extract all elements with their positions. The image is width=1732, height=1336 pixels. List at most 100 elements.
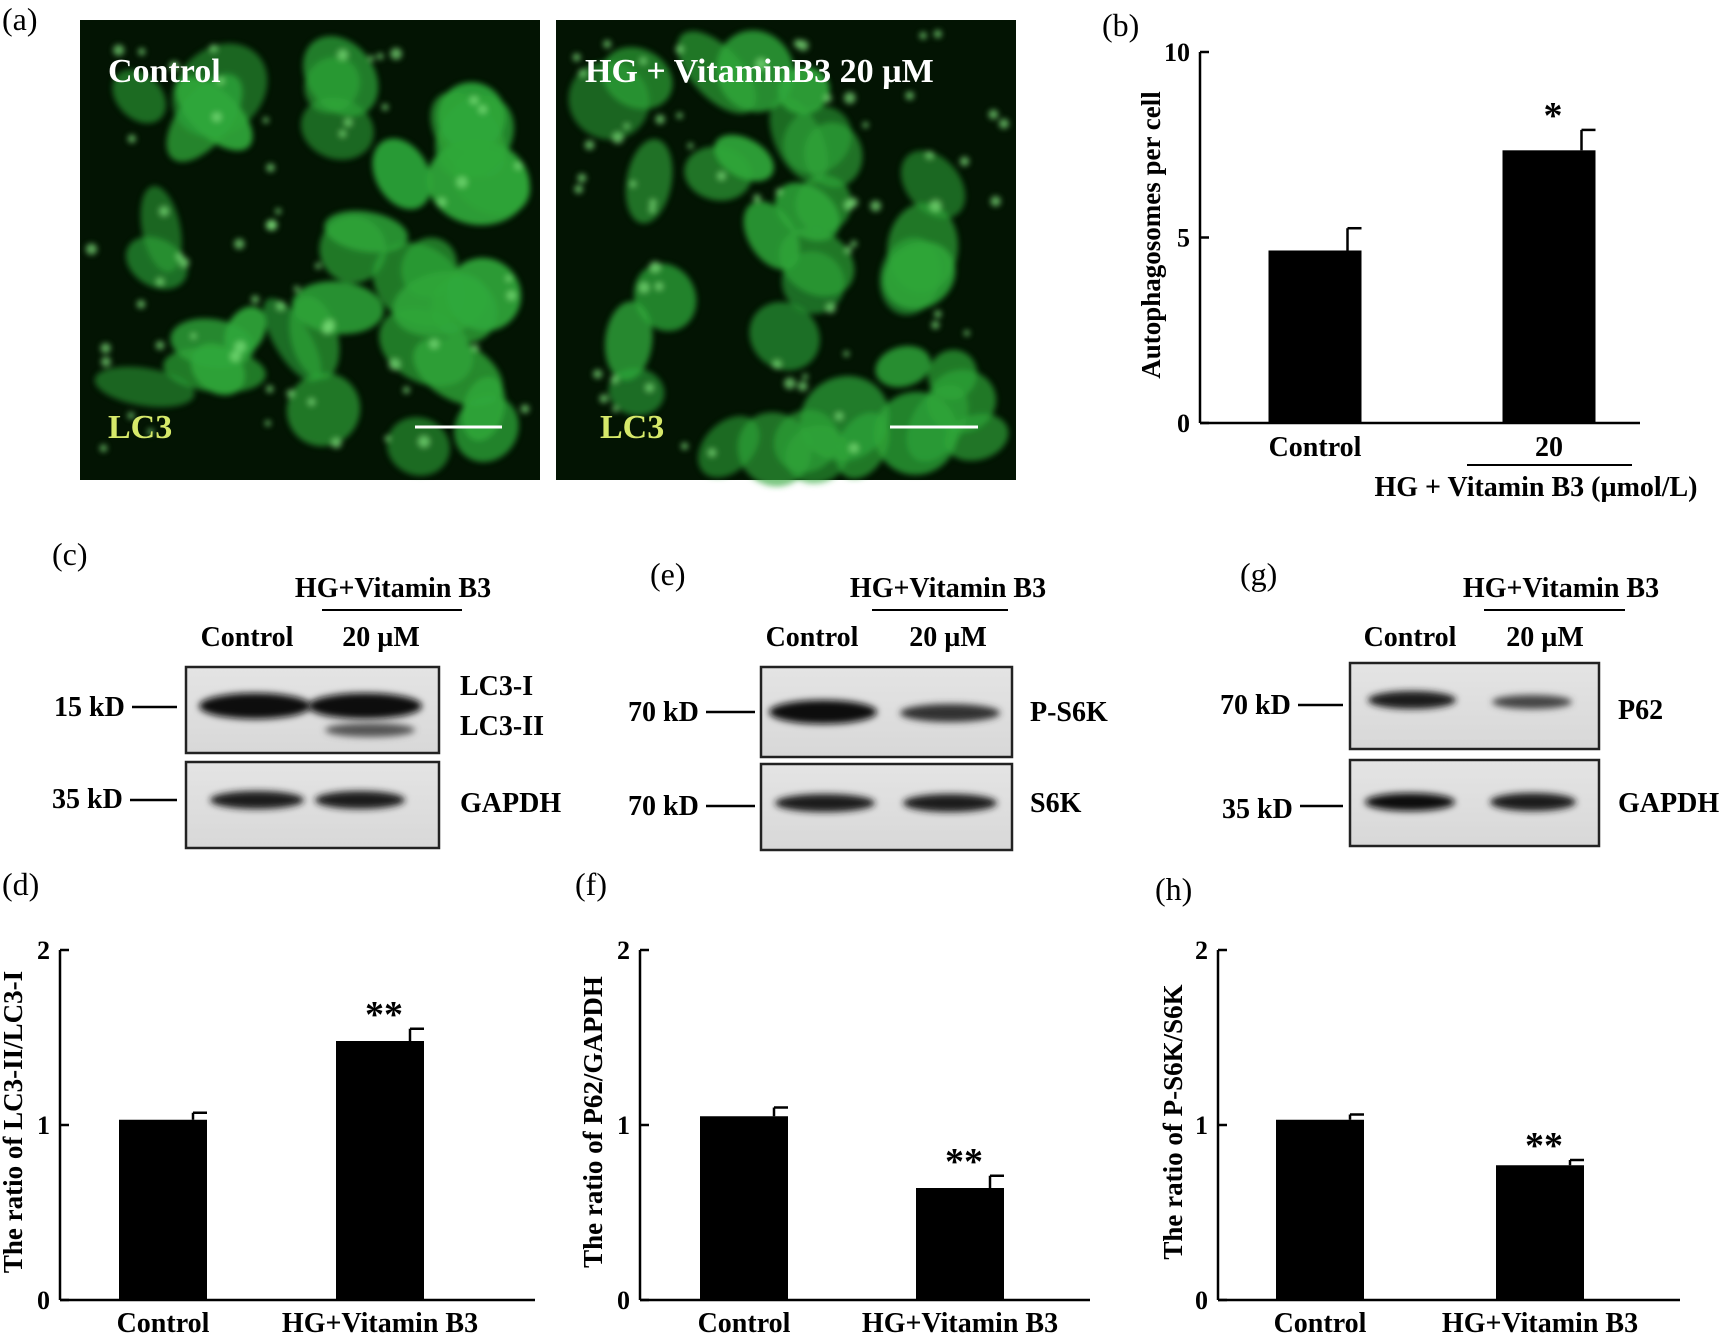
bar	[1276, 1119, 1364, 1300]
lc3-puncta	[680, 442, 689, 450]
bar	[1502, 150, 1596, 423]
western-blot-c: (c) HG+Vitamin B3 Control 20 µM 15 kD LC…	[52, 536, 561, 850]
lc3-puncta	[85, 243, 98, 255]
blot-e-marker-1: 70 kD	[628, 697, 699, 728]
cell	[413, 337, 503, 407]
chart-d-ylabel: The ratio of LC3-II/LC3-I	[0, 971, 28, 1273]
blot-g-band	[1492, 695, 1572, 709]
lc3-puncta	[155, 277, 165, 287]
cell	[172, 43, 268, 137]
lc3-puncta	[998, 118, 1009, 129]
cell	[94, 366, 195, 408]
cell	[625, 139, 673, 224]
lc3-puncta	[655, 114, 665, 125]
y-tick-label: 1	[37, 1111, 50, 1140]
cell	[677, 31, 757, 114]
lc3-puncta	[919, 31, 927, 40]
chart-h-yticks: 0 1 2	[1195, 936, 1227, 1315]
micrograph-treated-title: HG + VitaminB3 20 µM	[585, 53, 934, 90]
lc3-puncta	[929, 199, 942, 212]
lc3-puncta	[384, 435, 391, 442]
micrograph-treated: HG + VitaminB3 20 µM LC3	[556, 20, 1016, 487]
significance-marker: **	[945, 1141, 983, 1183]
western-blot-g: (g) HG+Vitamin B3 Control 20 µM 70 kD P6…	[1220, 556, 1719, 848]
lc3-puncta	[584, 140, 595, 150]
panel-label-h: (h)	[1155, 871, 1192, 907]
cell	[882, 241, 956, 310]
blot-g-group-label: HG+Vitamin B3	[1463, 573, 1659, 604]
lc3-puncta	[687, 142, 694, 149]
lc3-puncta	[755, 58, 768, 70]
y-tick-label: 0	[1177, 409, 1190, 438]
y-tick-label: 2	[1195, 936, 1208, 965]
chart-b-group-label: HG + Vitamin B3 (µmol/L)	[1375, 472, 1698, 503]
lc3-puncta	[343, 118, 353, 127]
blot-g-band-label: P62	[1618, 695, 1663, 726]
lc3-puncta	[610, 375, 619, 384]
cell	[386, 417, 450, 476]
chart-f-yticks: 0 1 2	[617, 936, 649, 1315]
lc3-puncta	[825, 302, 836, 314]
lc3-puncta	[307, 398, 316, 406]
lc3-puncta	[286, 389, 295, 398]
lc3-puncta	[638, 281, 650, 293]
lc3-puncta	[229, 350, 241, 362]
lc3-puncta	[266, 219, 278, 231]
lc3-puncta	[402, 386, 411, 394]
chart-b-category-dose: 20	[1535, 432, 1563, 463]
cell	[900, 150, 966, 219]
lc3-puncta	[388, 358, 401, 371]
lc3-puncta	[506, 290, 517, 301]
cell	[778, 66, 830, 115]
blot-g-lane-dose: 20 µM	[1506, 622, 1584, 653]
lc3-puncta	[251, 295, 260, 304]
chart-h-category-control: Control	[1274, 1308, 1367, 1336]
lc3-puncta	[574, 184, 584, 194]
lc3-puncta	[266, 163, 275, 173]
lc3-puncta	[707, 448, 717, 458]
chart-d-bars: **	[119, 994, 424, 1300]
lc3-puncta	[572, 53, 581, 62]
cell	[324, 210, 408, 253]
panel-label-g: (g)	[1240, 556, 1277, 592]
y-tick-label: 2	[37, 936, 50, 965]
cell	[372, 138, 432, 210]
bar	[336, 1041, 424, 1300]
y-tick-label: 5	[1177, 224, 1190, 253]
cell	[604, 301, 653, 381]
cell	[835, 412, 890, 479]
chart-b: (b) Autophagosomes per cell 0 5 10 * Contr…	[1102, 7, 1697, 503]
lc3-puncta	[862, 121, 869, 129]
lc3-puncta	[233, 238, 245, 250]
significance-marker: **	[365, 994, 403, 1036]
cell	[291, 281, 384, 335]
cell	[906, 385, 969, 462]
lc3-puncta	[376, 52, 384, 60]
blot-g-loading-label: GAPDH	[1618, 788, 1719, 819]
cell	[608, 368, 665, 416]
blot-g-marker-2: 35 kD	[1222, 794, 1293, 825]
lc3-puncta	[175, 252, 184, 261]
bar	[1496, 1165, 1584, 1300]
chart-f-category-control: Control	[698, 1308, 791, 1336]
lc3-puncta	[216, 76, 225, 85]
lc3-puncta	[505, 275, 513, 282]
lc3-puncta	[478, 104, 488, 114]
blot-e-band	[903, 794, 997, 812]
lc3-puncta	[753, 194, 762, 203]
lc3-puncta	[593, 369, 603, 379]
lc3-puncta	[211, 112, 222, 122]
y-tick-label: 0	[37, 1286, 50, 1315]
blot-g-band	[1368, 691, 1456, 709]
lc3-puncta	[127, 134, 136, 143]
y-tick-label: 2	[617, 936, 630, 965]
chart-f-category-treated: HG+Vitamin B3	[862, 1308, 1058, 1336]
lc3-puncta	[323, 319, 336, 331]
lc3-puncta	[456, 176, 468, 188]
lc3-puncta	[802, 373, 809, 380]
lc3-puncta	[599, 394, 609, 404]
panel-label-c: (c)	[52, 536, 88, 572]
lc3-puncta	[676, 112, 683, 119]
blot-e-band	[900, 704, 1000, 722]
